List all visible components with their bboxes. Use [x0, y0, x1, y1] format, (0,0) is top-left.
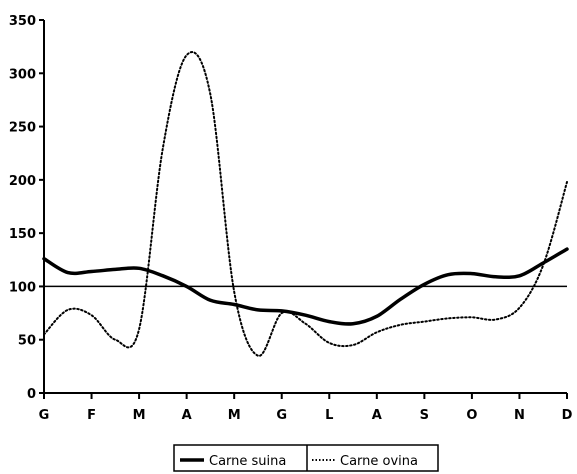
x-tick-label: O	[466, 408, 477, 423]
x-tick-label: N	[514, 408, 525, 423]
legend-label-carne-suina: Carne suina	[209, 454, 286, 469]
y-tick-label: 50	[18, 334, 36, 349]
series-line-carne-suina	[42, 247, 569, 326]
legend: Carne suina Carne ovina	[173, 444, 439, 472]
x-tick-label: A	[182, 408, 192, 423]
x-tick-label: A	[372, 408, 382, 423]
legend-box	[173, 444, 439, 472]
y-tick-label: 350	[9, 14, 36, 29]
y-tick-label: 200	[9, 174, 36, 189]
series-line-carne-ovina	[43, 51, 568, 357]
x-tick-label: S	[420, 408, 429, 423]
x-tick-label: L	[325, 408, 333, 423]
y-axis-ticks: 0 50 100 150 200 250 300 350	[9, 14, 44, 402]
x-tick-label: G	[39, 408, 50, 423]
legend-label-carne-ovina: Carne ovina	[340, 454, 418, 469]
y-tick-label: 300	[9, 67, 36, 82]
x-tick-label: D	[562, 408, 573, 423]
y-tick-label: 100	[9, 280, 36, 295]
x-tick-label: F	[87, 408, 96, 423]
series-group	[42, 51, 569, 357]
x-tick-label: M	[133, 408, 146, 423]
y-tick-label: 150	[9, 227, 36, 242]
x-tick-label: G	[276, 408, 287, 423]
x-tick-label: M	[228, 408, 241, 423]
y-tick-label: 0	[27, 387, 36, 402]
y-tick-label: 250	[9, 121, 36, 136]
chart-axes	[43, 20, 567, 394]
